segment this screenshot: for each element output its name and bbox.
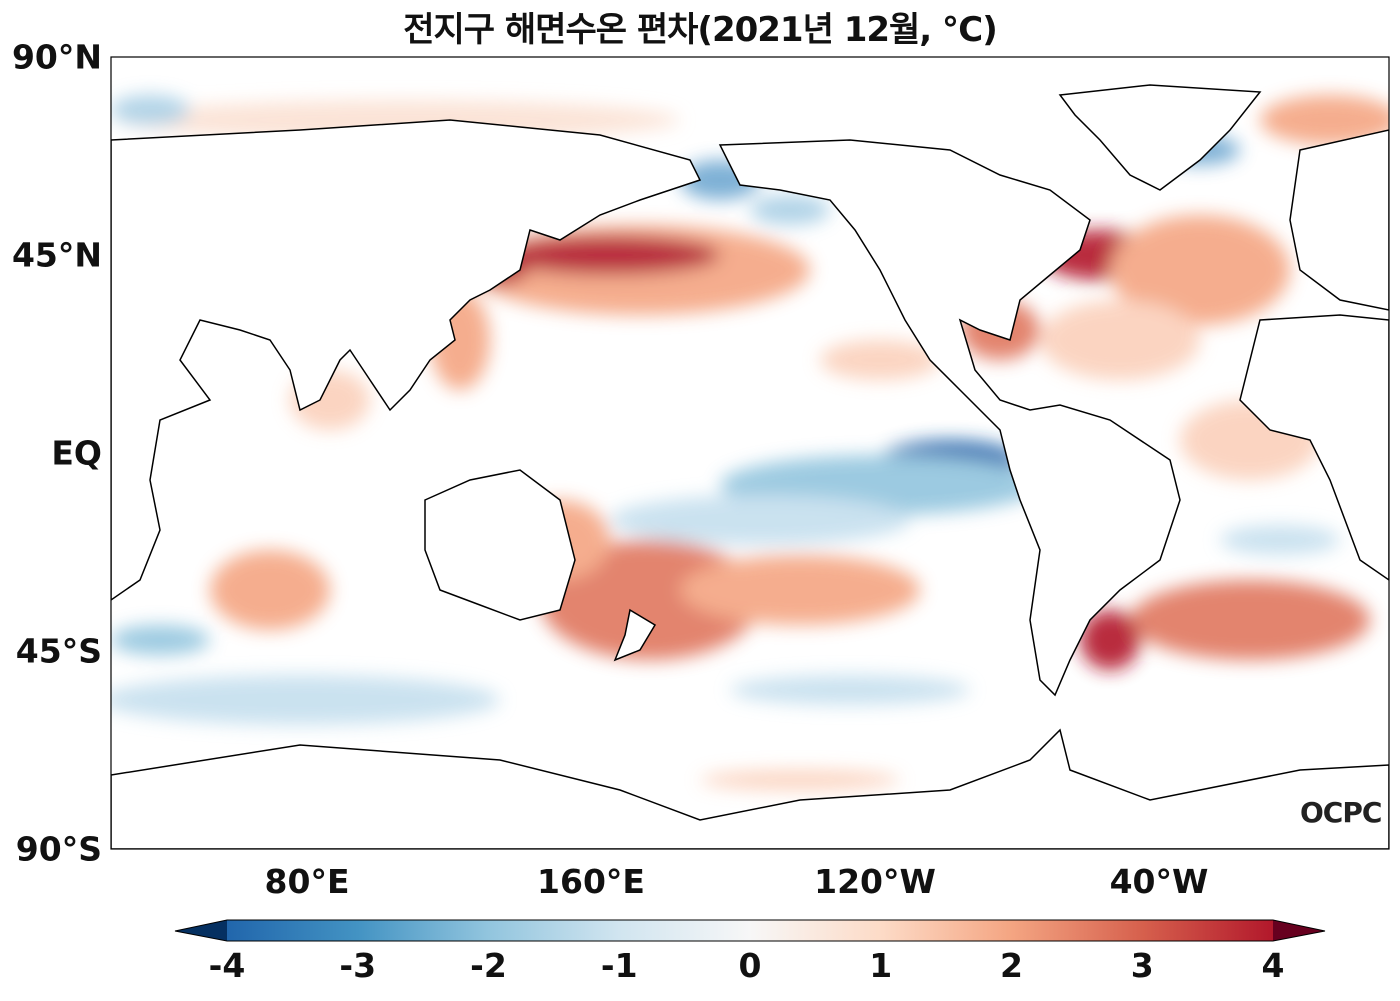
lat-tick-eq: EQ: [51, 433, 102, 473]
ocpc-logo-text: OCPC: [1300, 796, 1382, 829]
colorbar-tick-label: 3: [1130, 946, 1154, 985]
lat-tick-90n: 90°N: [11, 37, 102, 77]
anomaly-field: [111, 57, 1389, 849]
lat-tick-45s: 45°S: [15, 631, 102, 671]
map-title: 전지구 해면수온 편차(2021년 12월, ℃): [403, 10, 998, 50]
lat-tick-90s: 90°S: [15, 829, 102, 869]
lat-tick-45n: 45°N: [11, 235, 102, 275]
colorbar-tick-label: -3: [339, 946, 377, 985]
colorbar-tick-label: 0: [738, 946, 762, 985]
colorbar-tick-label: -2: [470, 946, 507, 985]
colorbar-tick-label: 2: [1000, 946, 1023, 985]
colorbar-tick-label: 4: [1261, 946, 1285, 985]
colorbar-extend-low: [175, 920, 227, 941]
colorbar-tick-label: 1: [869, 946, 893, 985]
map-frame: [110, 56, 1390, 850]
lon-tick-40w: 40°W: [1109, 862, 1209, 901]
ocpc-logo: OCPC: [1300, 796, 1382, 829]
coastlines: [111, 84, 1389, 849]
lon-tick-160e: 160°E: [537, 862, 645, 901]
colorbar-tick-label: -4: [208, 946, 246, 985]
colorbar-extend-high: [1273, 920, 1325, 941]
colorbar: [174, 919, 1326, 942]
lon-tick-80e: 80°E: [264, 862, 350, 901]
colorbar-bar: [227, 920, 1273, 941]
lon-tick-120w: 120°W: [814, 862, 936, 901]
colorbar-tick-label: -1: [600, 946, 638, 985]
